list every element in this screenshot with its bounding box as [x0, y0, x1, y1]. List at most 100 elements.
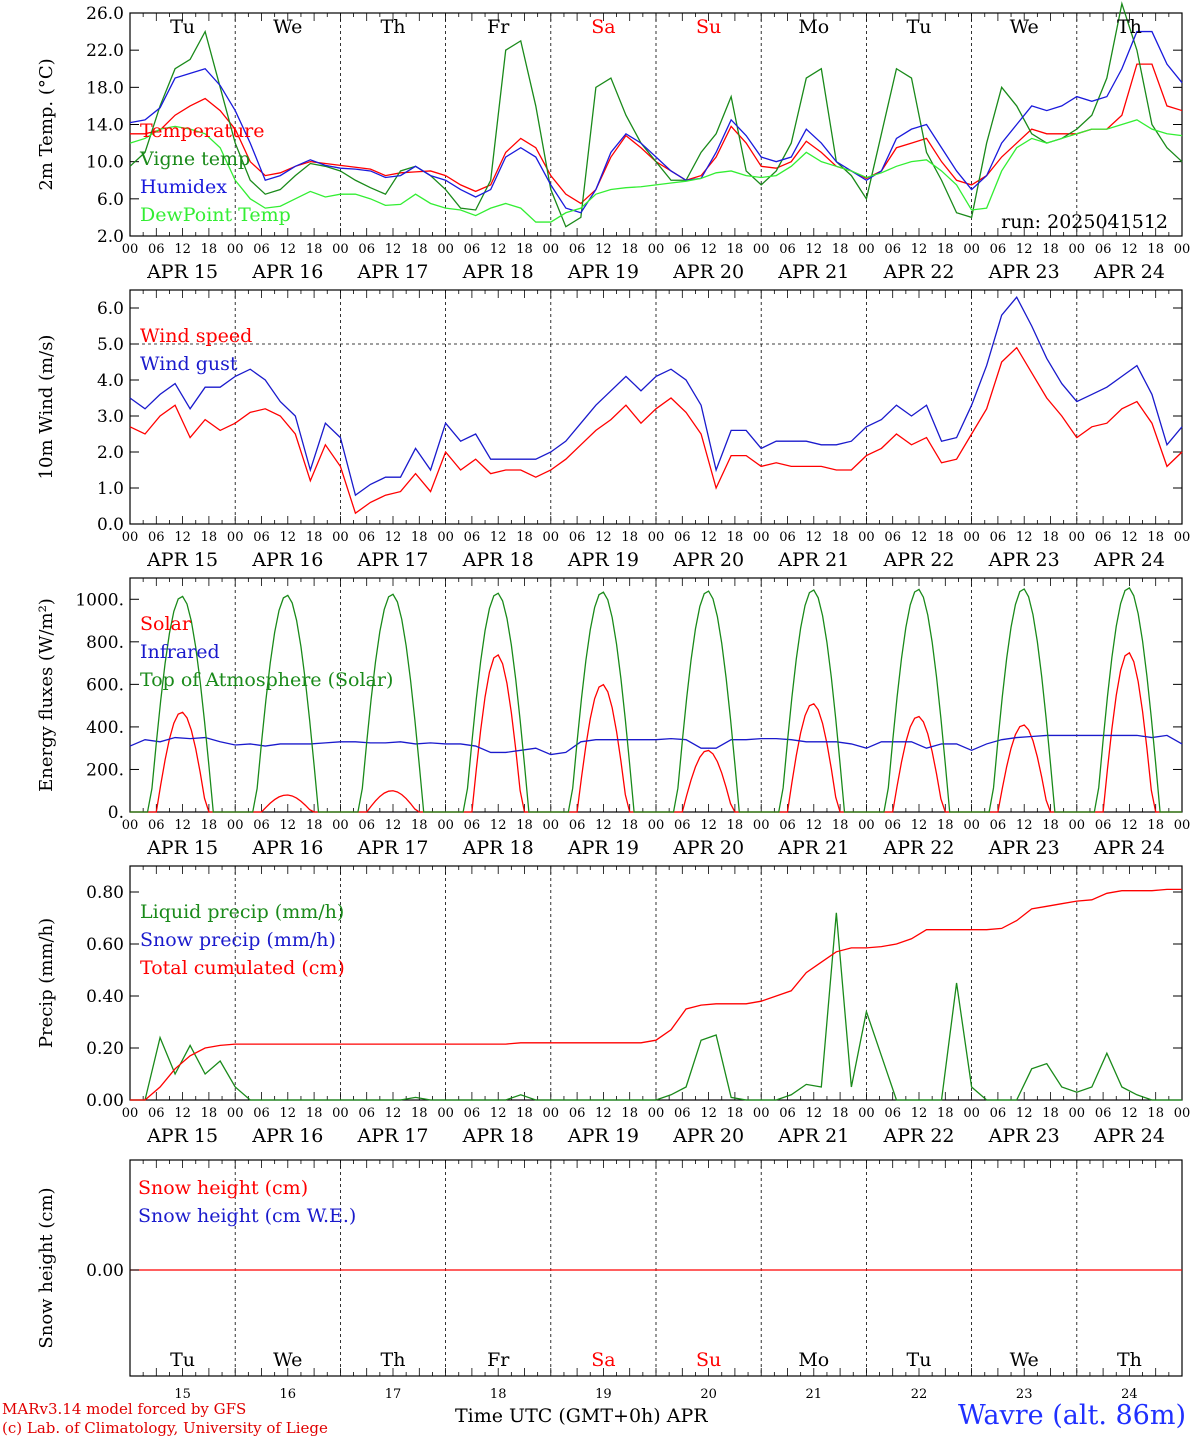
- hour-label: 12: [700, 1106, 717, 1121]
- date-label: APR 24: [1093, 1125, 1165, 1147]
- date-number: 22: [911, 1387, 928, 1402]
- hour-label: 00: [437, 530, 454, 545]
- date-label: APR 18: [462, 261, 534, 283]
- date-label: APR 20: [672, 261, 744, 283]
- hour-label: 18: [1147, 1106, 1164, 1121]
- y-tick-label: 1000.: [75, 590, 124, 610]
- hour-label: 18: [1147, 242, 1164, 257]
- weekday-label: Fr: [487, 1349, 510, 1371]
- weekday-label: Sa: [591, 1349, 615, 1371]
- weekday-label: Fr: [487, 16, 510, 38]
- legend-entry: Humidex: [140, 176, 227, 198]
- date-label: APR 23: [988, 837, 1060, 859]
- y-tick-label: 0.20: [86, 1039, 124, 1059]
- hour-label: 12: [490, 1106, 507, 1121]
- y-tick-label: 400.: [86, 718, 124, 738]
- hour-label: 00: [753, 242, 770, 257]
- date-label: APR 24: [1093, 261, 1165, 283]
- hour-label: 18: [937, 818, 954, 833]
- hour-label: 00: [858, 818, 875, 833]
- hour-label: 12: [385, 530, 402, 545]
- hour-label: 12: [385, 242, 402, 257]
- weekday-label: Th: [1117, 1349, 1142, 1371]
- hour-label: 06: [569, 530, 586, 545]
- weekday-label: Tu: [907, 1349, 932, 1371]
- hour-label: 12: [911, 1106, 928, 1121]
- hour-label: 12: [911, 530, 928, 545]
- hour-label: 00: [227, 818, 244, 833]
- date-label: APR 17: [356, 261, 428, 283]
- hour-label: 06: [674, 530, 691, 545]
- legend-entry: Top of Atmosphere (Solar): [140, 669, 393, 691]
- hour-label: 00: [543, 530, 560, 545]
- hour-label: 06: [358, 1106, 375, 1121]
- series-humidex: [129, 30, 1183, 214]
- date-label: APR 15: [146, 1125, 218, 1147]
- hour-label: 06: [464, 1106, 481, 1121]
- date-number: 19: [595, 1387, 612, 1402]
- hour-label: 06: [253, 530, 270, 545]
- hour-label: 00: [648, 818, 665, 833]
- legend-entry: Infrared: [140, 641, 220, 663]
- date-number: 24: [1121, 1387, 1138, 1402]
- hour-label: 06: [884, 530, 901, 545]
- hour-label: 00: [648, 242, 665, 257]
- hour-label: 06: [674, 1106, 691, 1121]
- hour-label: 12: [174, 242, 191, 257]
- x-axis-title: Time UTC (GMT+0h) APR: [455, 1405, 708, 1427]
- hour-label: 18: [832, 1106, 849, 1121]
- hour-label: 06: [990, 1106, 1007, 1121]
- date-label: APR 19: [567, 261, 639, 283]
- weekday-label: We: [1010, 1349, 1039, 1371]
- hour-label: 12: [1016, 1106, 1033, 1121]
- date-label: APR 21: [777, 549, 849, 571]
- date-number: 17: [385, 1387, 402, 1402]
- legend-entry: Wind speed: [140, 325, 252, 347]
- hour-label: 00: [648, 530, 665, 545]
- hour-label: 18: [201, 818, 218, 833]
- hour-label: 12: [806, 1106, 823, 1121]
- date-number: 18: [490, 1387, 507, 1402]
- legend-entry: DewPoint Temp: [140, 204, 291, 226]
- hour-label: 18: [937, 242, 954, 257]
- y-tick-label: 2.0: [97, 443, 124, 463]
- hour-label: 00: [648, 1106, 665, 1121]
- date-label: APR 21: [777, 261, 849, 283]
- weekday-label: Th: [381, 1349, 406, 1371]
- hour-label: 18: [516, 242, 533, 257]
- y-tick-label: 0.00: [86, 1091, 124, 1111]
- y-tick-label: 1.0: [97, 479, 124, 499]
- date-label: APR 18: [462, 837, 534, 859]
- date-label: APR 20: [672, 549, 744, 571]
- weekday-label: We: [1010, 16, 1039, 38]
- hour-label: 06: [569, 242, 586, 257]
- y-tick-label: 200.: [86, 760, 124, 780]
- hour-label: 00: [437, 818, 454, 833]
- y-axis-title: 10m Wind (m/s): [36, 335, 57, 480]
- weekday-label: Tu: [170, 16, 195, 38]
- hour-label: 06: [358, 530, 375, 545]
- hour-label: 18: [306, 1106, 323, 1121]
- date-number: 23: [1016, 1387, 1033, 1402]
- date-label: APR 18: [462, 549, 534, 571]
- hour-label: 06: [674, 242, 691, 257]
- hour-label: 12: [1121, 530, 1138, 545]
- y-tick-label: 2.0: [97, 227, 124, 247]
- hour-label: 18: [621, 530, 638, 545]
- hour-label: 00: [858, 530, 875, 545]
- y-axis-title: Energy fluxes (W/m²): [36, 598, 57, 792]
- date-label: APR 24: [1093, 549, 1165, 571]
- hour-label: 18: [621, 818, 638, 833]
- hour-label: 18: [937, 1106, 954, 1121]
- date-label: APR 16: [251, 261, 323, 283]
- hour-label: 06: [884, 242, 901, 257]
- hour-label: 12: [385, 818, 402, 833]
- hour-label: 00: [963, 1106, 980, 1121]
- hour-label: 12: [595, 818, 612, 833]
- hour-label: 12: [700, 818, 717, 833]
- hour-label: 12: [174, 530, 191, 545]
- run-annotation: run: 2025041512: [1001, 211, 1168, 233]
- y-tick-label: 0.: [108, 803, 124, 823]
- hour-label: 18: [727, 242, 744, 257]
- hour-label: 18: [621, 1106, 638, 1121]
